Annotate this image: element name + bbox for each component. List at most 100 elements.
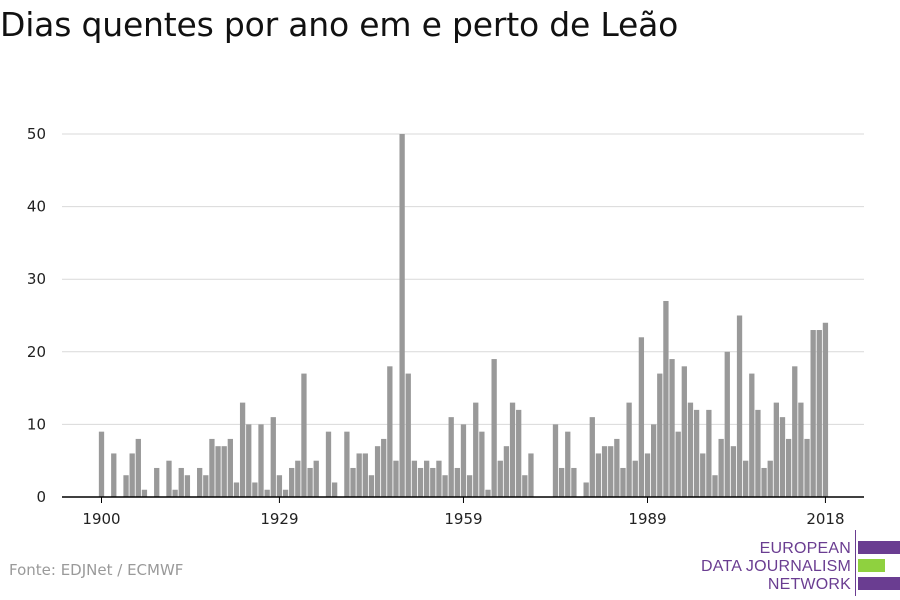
bar bbox=[822, 322, 829, 497]
bar bbox=[552, 424, 559, 497]
bar bbox=[736, 315, 743, 497]
bar bbox=[258, 424, 264, 497]
bar bbox=[626, 402, 632, 497]
bar bbox=[282, 489, 289, 497]
bar bbox=[197, 467, 203, 497]
bar bbox=[442, 475, 448, 497]
bar bbox=[761, 467, 767, 497]
bar bbox=[632, 460, 638, 497]
bar bbox=[558, 467, 565, 497]
bar bbox=[123, 475, 129, 497]
bar bbox=[270, 417, 276, 497]
bar bbox=[233, 482, 240, 497]
y-tick-label: 30 bbox=[27, 270, 46, 288]
bar bbox=[313, 460, 319, 497]
bar bbox=[583, 482, 589, 497]
bar bbox=[503, 446, 510, 497]
logo-divider bbox=[855, 530, 856, 596]
bar bbox=[166, 460, 172, 497]
bar bbox=[693, 409, 700, 497]
bar bbox=[178, 467, 184, 497]
y-axis-ticks: 0 10 20 30 40 50 bbox=[27, 125, 46, 506]
bar bbox=[399, 134, 405, 497]
bar bbox=[417, 467, 424, 497]
bar bbox=[749, 373, 755, 497]
bar bbox=[98, 431, 105, 497]
bar bbox=[516, 409, 522, 497]
bar bbox=[620, 467, 626, 497]
bar bbox=[651, 424, 657, 497]
bar bbox=[485, 489, 491, 497]
bar bbox=[129, 453, 135, 497]
x-tick-label: 1900 bbox=[82, 510, 120, 528]
bar bbox=[491, 359, 497, 497]
bar bbox=[644, 453, 651, 497]
bar bbox=[215, 446, 221, 497]
bar bbox=[350, 467, 356, 497]
bar bbox=[154, 467, 160, 497]
bar bbox=[135, 438, 141, 497]
bar bbox=[638, 337, 645, 497]
bar bbox=[387, 366, 393, 497]
bar bbox=[436, 460, 442, 497]
logo-text-network: NETWORK bbox=[767, 576, 851, 593]
bar bbox=[718, 438, 724, 497]
bar-series bbox=[98, 134, 829, 497]
bar bbox=[601, 446, 608, 497]
bar bbox=[804, 438, 810, 497]
bar bbox=[430, 467, 436, 497]
bar bbox=[675, 431, 681, 497]
bar bbox=[687, 402, 694, 497]
bar bbox=[411, 460, 418, 497]
bar bbox=[816, 330, 822, 497]
bar bbox=[362, 453, 368, 497]
bar bbox=[252, 482, 258, 497]
bar bbox=[239, 402, 246, 497]
bar bbox=[571, 467, 577, 497]
x-tick-label: 1989 bbox=[628, 510, 666, 528]
bar bbox=[405, 373, 411, 497]
y-tick-label: 50 bbox=[27, 125, 46, 143]
bar bbox=[141, 489, 148, 497]
bar bbox=[773, 402, 779, 497]
bar bbox=[755, 409, 761, 497]
bar bbox=[589, 417, 595, 497]
bar bbox=[669, 359, 675, 497]
y-tick-label: 10 bbox=[27, 415, 46, 433]
bar bbox=[454, 467, 460, 497]
logo-bar-green bbox=[858, 559, 885, 572]
bar bbox=[595, 453, 602, 497]
bar bbox=[706, 409, 712, 497]
bar bbox=[608, 446, 614, 497]
bar bbox=[473, 402, 479, 497]
bar bbox=[743, 460, 749, 497]
bar bbox=[798, 402, 804, 497]
bar bbox=[307, 467, 313, 497]
bar bbox=[209, 438, 215, 497]
bar bbox=[111, 453, 117, 497]
source-note: Fonte: EDJNet / ECMWF bbox=[9, 561, 184, 579]
y-tick-label: 20 bbox=[27, 343, 46, 361]
bar bbox=[381, 438, 387, 497]
x-tick-label: 1929 bbox=[260, 510, 298, 528]
bar bbox=[681, 366, 687, 497]
bar bbox=[712, 475, 718, 497]
bar bbox=[184, 475, 191, 497]
bar bbox=[203, 475, 209, 497]
bar bbox=[528, 453, 534, 497]
logo-text-data-journalism: DATA JOURNALISM bbox=[701, 558, 851, 575]
bar bbox=[368, 475, 375, 497]
bar bbox=[785, 438, 792, 497]
bar bbox=[522, 475, 528, 497]
bar bbox=[393, 460, 399, 497]
bar bbox=[497, 460, 503, 497]
bar bbox=[289, 467, 295, 497]
bar bbox=[730, 446, 737, 497]
x-tick-label: 2018 bbox=[806, 510, 844, 528]
bar bbox=[779, 417, 786, 497]
bar bbox=[460, 424, 467, 497]
bar bbox=[663, 300, 669, 497]
bar bbox=[172, 489, 178, 497]
bar bbox=[614, 438, 620, 497]
